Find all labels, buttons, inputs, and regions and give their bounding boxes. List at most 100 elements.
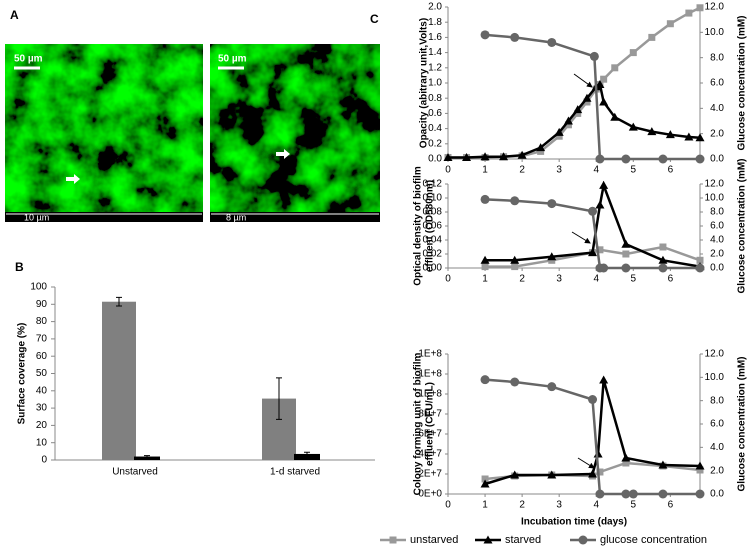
marker <box>595 154 605 164</box>
marker <box>666 20 674 28</box>
marker <box>510 470 520 479</box>
y-axis-label: effluent (CFU/mL) <box>425 382 436 466</box>
x-tick-label: 3 <box>556 274 562 285</box>
y2-tick-label: 8.0 <box>710 207 724 218</box>
series-line <box>485 245 701 268</box>
y2-tick-label: 6.0 <box>710 221 724 232</box>
marker <box>665 130 675 139</box>
marker <box>658 255 668 264</box>
x-tick-label: 3 <box>556 500 562 511</box>
x-tick-label: 1-d starved <box>270 467 320 478</box>
marker <box>695 133 705 142</box>
marker <box>588 395 598 404</box>
y-axis-label: effluent (OD580nm) <box>425 180 436 272</box>
x-tick-label: 0 <box>445 165 451 176</box>
y-tick-label: 60 <box>36 351 48 362</box>
x-tick-label: 4 <box>593 274 599 285</box>
y-axis-label: Glucose concentration (mM) <box>737 158 748 293</box>
marker <box>499 152 509 161</box>
marker <box>481 263 489 271</box>
y-tick-label: 6E+7 <box>418 429 442 440</box>
marker <box>517 150 527 159</box>
y-tick-label: 0.08 <box>423 207 443 218</box>
y-tick-label: 1.8 <box>428 17 442 28</box>
x-tick-label: 6 <box>668 165 674 176</box>
marker <box>588 248 598 257</box>
marker <box>588 469 598 478</box>
y-tick-label: 1.6 <box>428 32 442 43</box>
y2-tick-label: 2.0 <box>710 128 724 139</box>
marker <box>480 255 490 264</box>
x-tick-label: 2 <box>519 500 525 511</box>
x-tick-label: 3 <box>556 165 562 176</box>
y-tick-label: 0.06 <box>423 221 443 232</box>
marker <box>621 489 631 499</box>
y-tick-label: 90 <box>36 299 48 310</box>
y2-tick-label: 10.0 <box>705 27 725 38</box>
y-tick-label: 8E+7 <box>418 409 442 420</box>
x-tick-label: 1 <box>482 165 488 176</box>
marker <box>658 154 668 164</box>
series-line <box>448 82 701 159</box>
y-tick-label: 0 <box>41 455 47 466</box>
x-tick-label: 6 <box>668 500 674 511</box>
series-line <box>484 33 700 161</box>
marker <box>696 466 704 474</box>
marker <box>600 75 608 83</box>
marker <box>622 250 630 258</box>
y2-tick-label: 0.0 <box>710 154 724 165</box>
marker <box>611 64 619 72</box>
marker <box>511 263 519 271</box>
y2-tick-label: 8.0 <box>710 395 724 406</box>
marker <box>696 256 704 264</box>
marker <box>537 147 545 155</box>
marker <box>462 152 472 161</box>
legend-marker <box>483 535 493 544</box>
y-axis-label: Opacity (abitrary unit,Volts) <box>419 18 430 148</box>
y-tick-label: 1E+8 <box>418 389 442 400</box>
error-bar <box>276 377 282 420</box>
y-tick-label: 1E+8 <box>418 349 442 360</box>
marker <box>696 4 704 12</box>
marker <box>554 127 564 136</box>
x-axis-label: Incubation time (days) <box>521 517 627 528</box>
y2-tick-label: 4.0 <box>710 103 724 114</box>
x-tick-label: 5 <box>631 500 637 511</box>
y-tick-label: 0.00 <box>423 263 443 274</box>
legend-label: starved <box>505 534 541 546</box>
marker <box>648 33 656 41</box>
y-tick-label: 80 <box>36 316 48 327</box>
marker <box>480 479 490 488</box>
y2-tick-label: 2.0 <box>710 465 724 476</box>
y2-tick-label: 6.0 <box>710 78 724 89</box>
marker <box>621 263 631 273</box>
y-axis-label: Optical density of biofilm <box>413 166 424 286</box>
x-tick-label: Unstarved <box>112 467 158 478</box>
annotation-arrow <box>571 231 591 244</box>
marker <box>480 375 490 385</box>
y-tick-label: 1.2 <box>428 62 442 73</box>
marker <box>599 263 609 273</box>
y-tick-label: 30 <box>36 403 48 414</box>
y-tick-label: 0.02 <box>423 249 443 260</box>
y-tick-label: 0E+0 <box>418 489 442 500</box>
y-tick-label: 1.0 <box>428 78 442 89</box>
scale-label: 50 µm <box>14 54 43 65</box>
y2-tick-label: 8.0 <box>710 52 724 63</box>
marker <box>628 489 638 499</box>
marker <box>510 255 520 264</box>
marker <box>480 194 490 204</box>
legend-label: glucose concentration <box>600 534 707 546</box>
error-bar <box>116 296 122 307</box>
marker <box>621 239 631 248</box>
y-tick-label: 100 <box>30 282 47 293</box>
y-tick-label: 0.8 <box>428 93 442 104</box>
y-tick-label: 0.04 <box>423 235 443 246</box>
marker <box>595 489 605 499</box>
y-tick-label: 40 <box>36 385 48 396</box>
y2-tick-label: 0.0 <box>710 489 724 500</box>
marker <box>695 154 705 164</box>
legend-label: unstarved <box>410 534 458 546</box>
marker <box>599 375 609 384</box>
y-axis-label: Glucose concentration (mM) <box>737 356 748 491</box>
